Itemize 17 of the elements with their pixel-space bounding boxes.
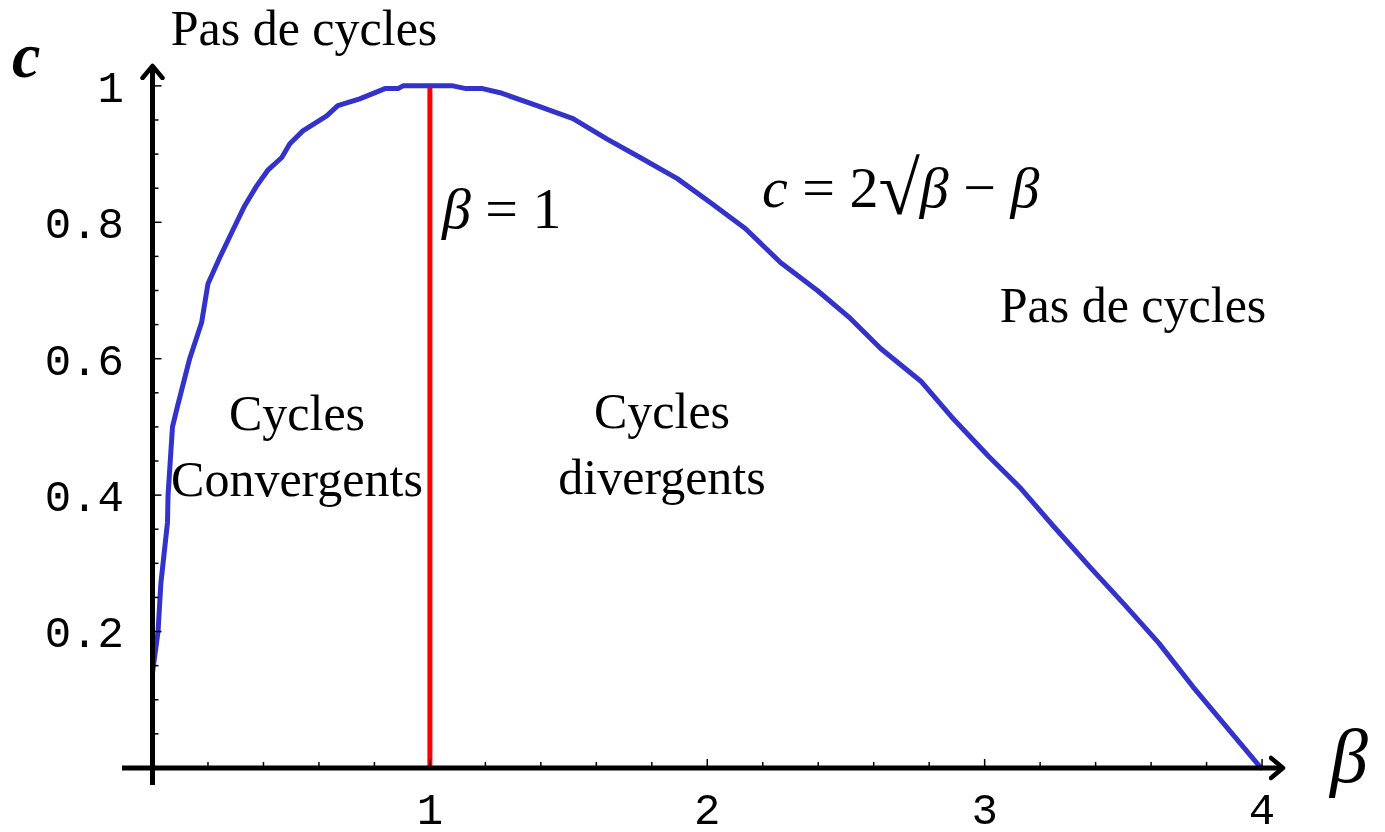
x-tick-label: 4	[1248, 787, 1276, 832]
x-axis-title: β	[1328, 714, 1368, 798]
text: Pas de cycles	[170, 0, 438, 56]
y-tick-label: 1	[97, 64, 124, 115]
y-axis-title: c	[12, 20, 41, 91]
y-tick-label: 0.4	[44, 473, 124, 524]
y-tick-label: 0.8	[44, 201, 124, 252]
annotation: Cycles Convergents	[171, 385, 423, 507]
ref-line-label: β = 1	[440, 176, 562, 241]
annotation: Pas de cycles	[999, 277, 1267, 333]
x-tick-label: 1	[416, 787, 444, 832]
y-tick-label: 0.2	[44, 610, 124, 661]
x-tick-label: 3	[971, 787, 998, 832]
y-tick-label: 0.6	[44, 337, 124, 388]
x-tick-label: 2	[694, 787, 721, 832]
annotation: Cycles divergents	[558, 383, 766, 505]
series-label: c = 2√β − β	[762, 146, 1040, 230]
